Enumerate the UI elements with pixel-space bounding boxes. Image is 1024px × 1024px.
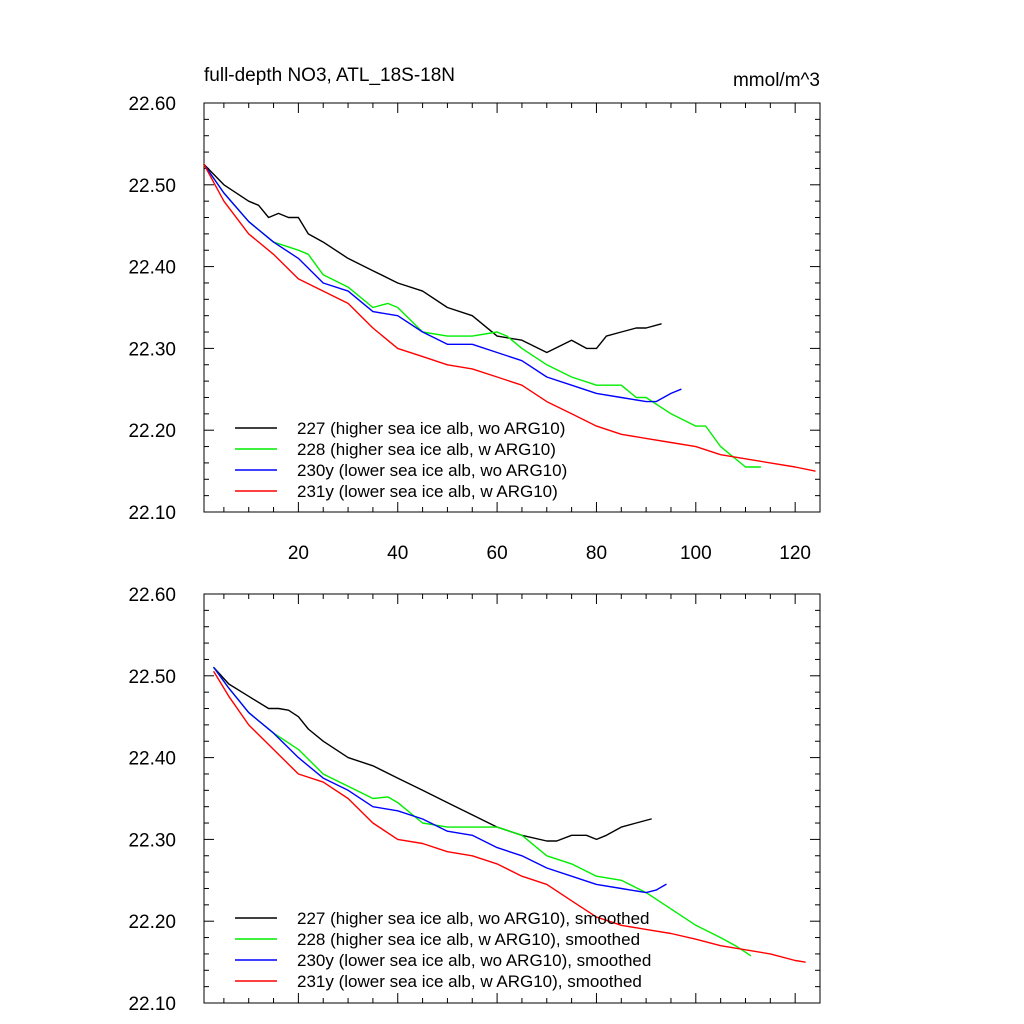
series-line-3 [213,671,806,963]
y-tick-label: 22.10 [128,994,176,1015]
legend-label: 230y (lower sea ice alb, wo ARG10) [297,461,567,480]
legend-label: 228 (higher sea ice alb, w ARG10), smoot… [297,930,640,949]
y-tick-label: 22.30 [128,339,176,360]
series-line-0 [213,666,652,842]
bottom-panel: 22.60 22.50 22.40 22.30 22.20 22.10 227 (highe… [128,585,821,1015]
y-tick-label: 22.40 [128,749,176,770]
y-tick-label: 22.20 [128,912,176,933]
y-tick-label: 22.50 [128,176,176,197]
y-tick-label: 22.10 [128,503,176,524]
legend-label: 227 (higher sea ice alb, wo ARG10), smoo… [297,909,649,928]
series-line-3 [203,163,816,472]
series-line-2 [203,163,682,403]
x-tick-label: 60 [487,543,508,564]
plot-frame [203,102,821,513]
plot-frame [203,593,821,1004]
x-tick-label: 120 [779,543,811,564]
y-tick-label: 22.50 [128,667,176,688]
y-tick-label: 22.30 [128,830,176,851]
y-tick-label: 22.40 [128,258,176,279]
y-tick-label: 22.20 [128,421,176,442]
legend-label: 231y (lower sea ice alb, w ARG10), smoot… [297,972,642,991]
top-panel: full-depth NO3, ATL_18S-18N mmol/m^3 22.… [128,65,821,564]
legend-label: 227 (higher sea ice alb, wo ARG10) [297,419,565,438]
x-tick-label: 80 [586,543,607,564]
x-tick-label: 40 [387,543,408,564]
legend-label: 231y (lower sea ice alb, w ARG10) [297,482,558,501]
series-line-0 [203,163,662,354]
series-line-1 [213,666,752,957]
legend-label: 230y (lower sea ice alb, wo ARG10), smoo… [297,951,651,970]
y-tick-label: 22.60 [128,585,176,606]
x-tick-label: 20 [288,543,309,564]
x-tick-label: 100 [680,543,712,564]
series-line-1 [203,163,762,468]
units-label: mmol/m^3 [733,70,820,91]
y-tick-label: 22.60 [128,94,176,115]
series-line-2 [213,666,667,894]
chart-title: full-depth NO3, ATL_18S-18N [204,65,455,86]
legend-label: 228 (higher sea ice alb, w ARG10) [297,440,556,459]
